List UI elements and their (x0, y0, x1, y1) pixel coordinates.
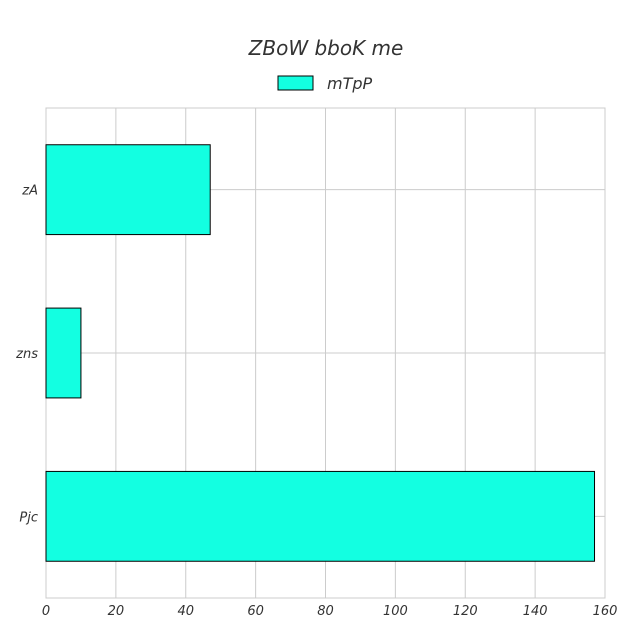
bar-zA (45, 144, 211, 236)
x-tick-label: 100 (383, 604, 408, 619)
y-tick-label: zns (15, 347, 38, 362)
legend-label: mTpP (327, 74, 373, 93)
x-tick-label: 120 (453, 604, 478, 619)
x-tick-label: 20 (108, 604, 125, 619)
y-tick-label: Pjc (19, 510, 38, 525)
x-tick-label: 0 (42, 604, 50, 619)
legend-swatch (277, 75, 314, 91)
y-tick-label: zA (21, 184, 38, 199)
x-tick-label: 160 (593, 604, 618, 619)
legend: mTpP (277, 74, 373, 93)
bars (45, 144, 596, 562)
x-tick-label: 80 (317, 604, 334, 619)
bar-zns (45, 307, 82, 399)
x-axis-ticks: 0 20 40 60 80 100 120 140 160 (42, 604, 618, 619)
bar-Pjc (45, 470, 596, 562)
chart-title: ZBoW bboK me (248, 36, 404, 60)
x-tick-label: 140 (523, 604, 548, 619)
x-tick-label: 40 (177, 604, 194, 619)
y-axis-ticks: zA zns Pjc (15, 184, 38, 526)
x-tick-label: 60 (247, 604, 264, 619)
